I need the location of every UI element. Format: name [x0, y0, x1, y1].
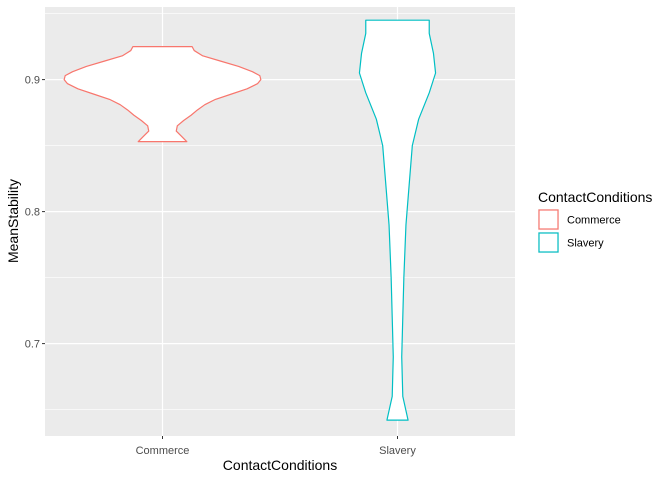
legend: ContactConditions Commerce Slavery	[538, 189, 652, 253]
y-tick-label: 0.7	[25, 339, 40, 351]
violins	[63, 19, 437, 421]
violin-commerce	[63, 46, 262, 143]
grid-minor	[45, 13, 515, 410]
legend-title: ContactConditions	[538, 189, 652, 205]
y-axis-title: MeanStability	[5, 179, 21, 263]
x-tick-label: Commerce	[136, 445, 190, 457]
y-axis: 0.7 0.8 0.9	[25, 75, 45, 351]
x-tick-label: Slavery	[379, 445, 416, 457]
x-axis: Commerce Slavery	[136, 436, 416, 457]
x-axis-title: ContactConditions	[223, 457, 337, 473]
legend-swatch-commerce	[538, 209, 559, 230]
violin-slavery	[358, 19, 437, 421]
legend-swatch-slavery	[538, 232, 559, 253]
y-tick-label: 0.8	[25, 207, 40, 219]
y-tick-label: 0.9	[25, 75, 40, 87]
legend-label: Slavery	[567, 238, 604, 250]
legend-label: Commerce	[567, 215, 621, 227]
